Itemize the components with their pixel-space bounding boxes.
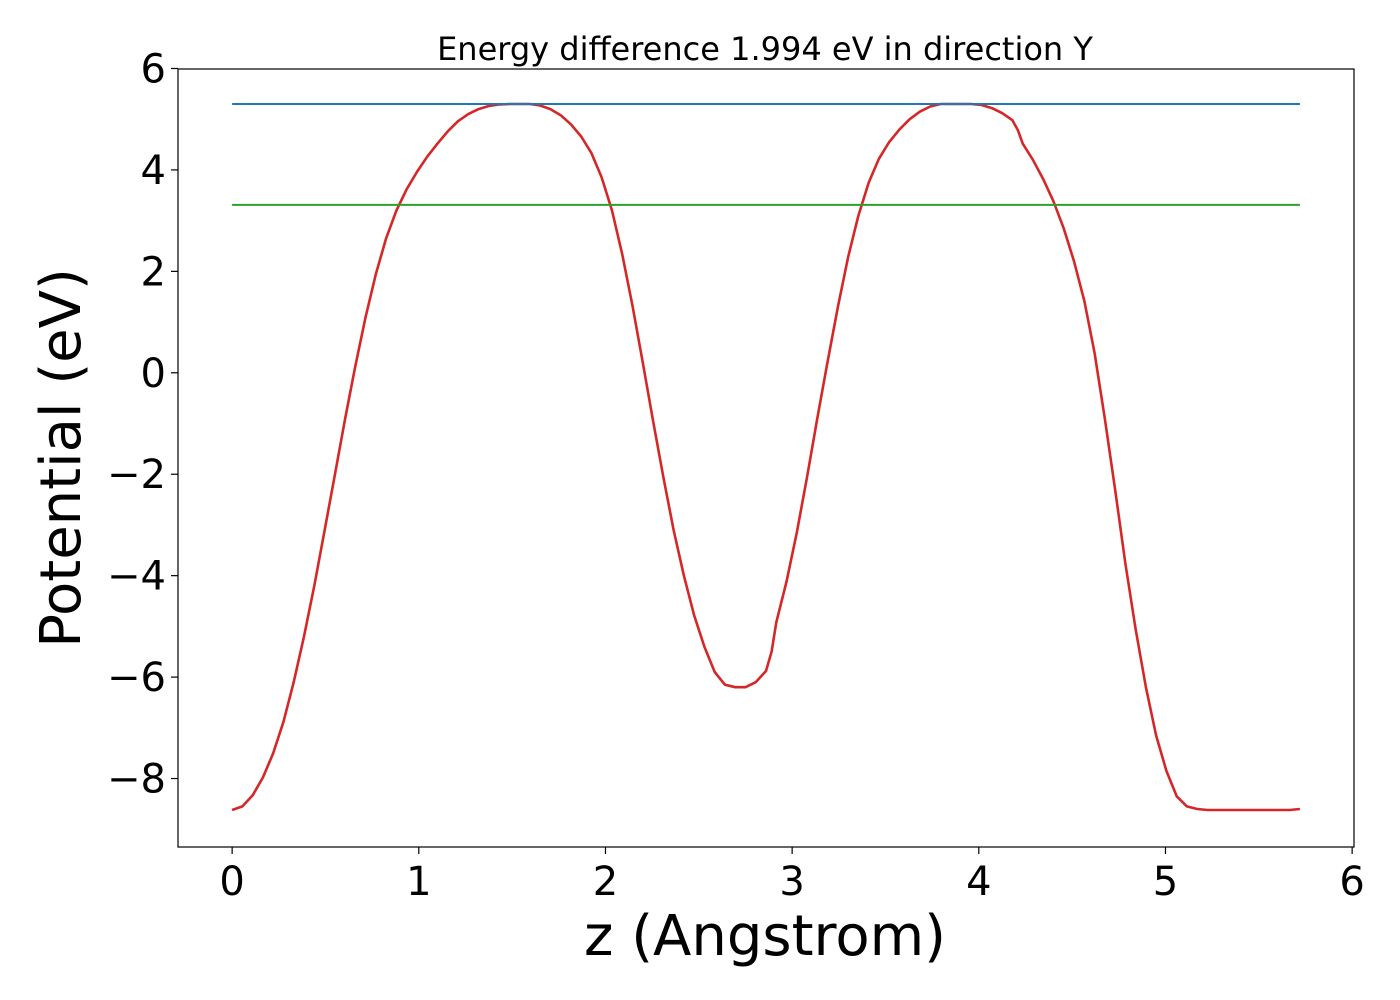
x-tick-label: 1 <box>406 859 431 905</box>
y-tick-label: 0 <box>141 351 166 397</box>
series-line-0 <box>231 102 1301 812</box>
y-tick-label: −6 <box>107 655 166 701</box>
y-tick-label: −4 <box>107 554 166 600</box>
chart-title: Energy difference 1.994 eV in direction … <box>437 30 1093 68</box>
x-tick-label: 3 <box>779 859 804 905</box>
series-layer <box>231 102 1301 812</box>
y-axis-label: Potential (eV) <box>29 268 94 648</box>
x-tick-label: 5 <box>1153 859 1178 905</box>
x-tick-label: 2 <box>593 859 618 905</box>
plot-area <box>177 68 1355 848</box>
y-tick-label: 4 <box>141 148 166 194</box>
x-axis-ticks: 0 1 2 3 4 5 6 <box>219 847 1365 905</box>
y-tick-label: 6 <box>141 46 166 92</box>
y-tick-label: −2 <box>107 452 166 498</box>
y-tick-label: 2 <box>141 249 166 295</box>
x-tick-label: 6 <box>1339 859 1364 905</box>
y-tick-label: −8 <box>107 757 166 803</box>
x-tick-label: 0 <box>219 859 244 905</box>
x-tick-label: 4 <box>966 859 991 905</box>
y-axis-ticks: −8 −6 −4 −2 0 2 4 6 <box>107 46 178 803</box>
x-axis-label: z (Angstrom) <box>584 904 946 969</box>
